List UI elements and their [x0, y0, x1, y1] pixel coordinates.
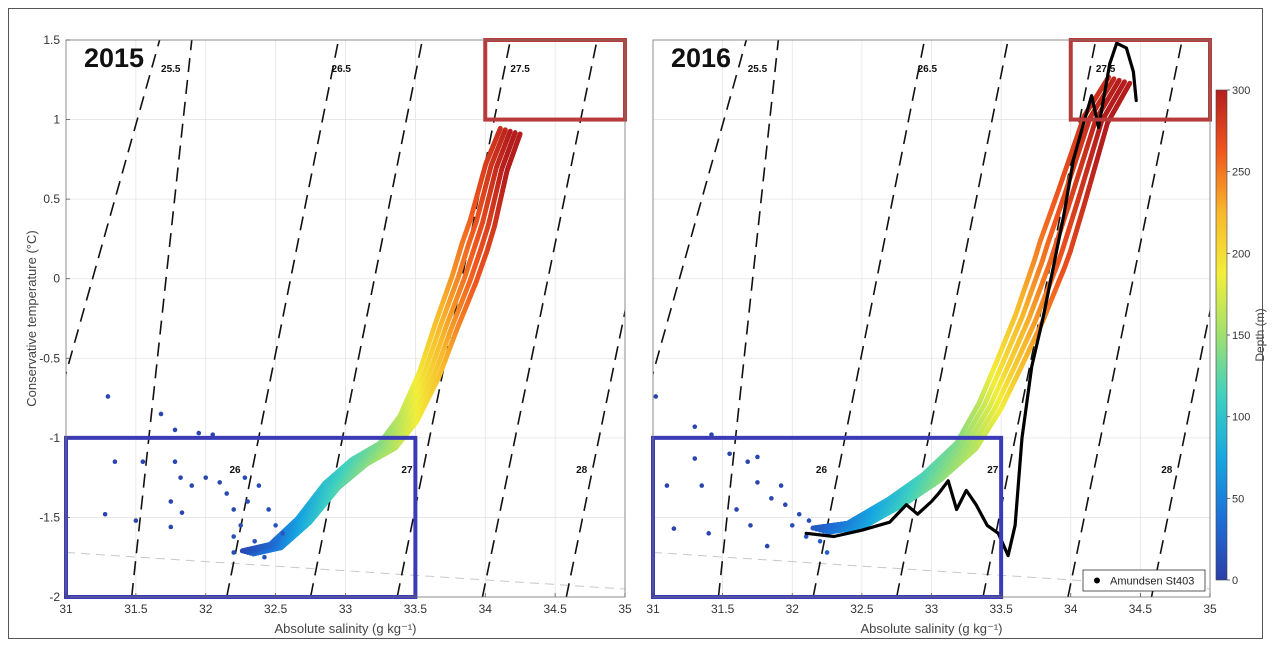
isopycnal-line [130, 40, 193, 597]
isopycnal-line [66, 40, 161, 377]
figure-frame [8, 8, 1263, 639]
isopycnal-line [309, 40, 424, 597]
isopycnal-line [565, 307, 625, 597]
depth-colored-band [239, 125, 523, 557]
freezing-point-line [66, 551, 625, 590]
plot-content [66, 40, 625, 597]
isopycnal-line [225, 40, 340, 597]
isopycnal-line [481, 40, 598, 597]
